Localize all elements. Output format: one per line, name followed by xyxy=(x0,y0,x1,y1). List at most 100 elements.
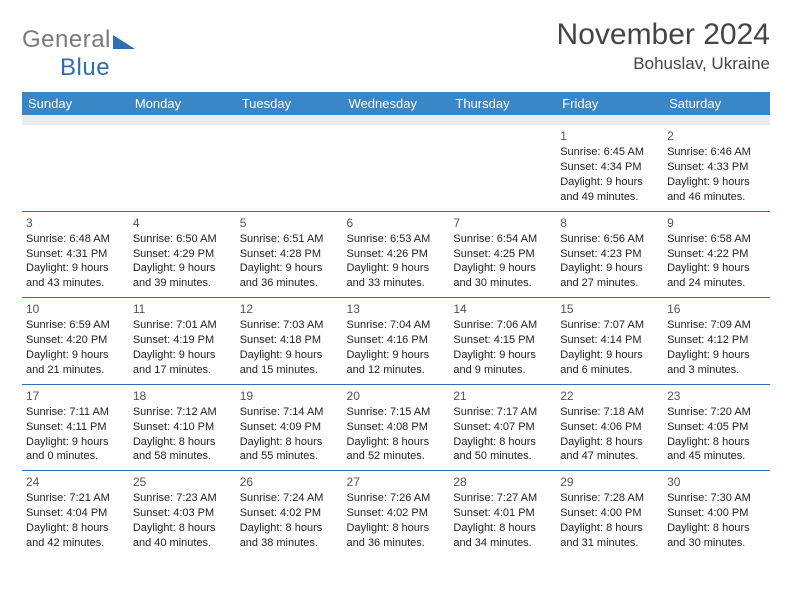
daylight-line: Daylight: 9 hours and 15 minutes. xyxy=(240,348,339,378)
calendar-cell xyxy=(22,125,129,211)
day-header: Saturday xyxy=(663,92,770,115)
sunrise-line: Sunrise: 7:30 AM xyxy=(667,491,766,506)
daylight-line: Daylight: 9 hours and 3 minutes. xyxy=(667,348,766,378)
daylight-line: Daylight: 8 hours and 30 minutes. xyxy=(667,521,766,551)
sunrise-line: Sunrise: 7:14 AM xyxy=(240,405,339,420)
sunset-line: Sunset: 4:10 PM xyxy=(133,420,232,435)
day-header: Friday xyxy=(556,92,663,115)
calendar-cell: 18Sunrise: 7:12 AMSunset: 4:10 PMDayligh… xyxy=(129,384,236,471)
calendar-cell xyxy=(236,125,343,211)
daylight-line: Daylight: 9 hours and 30 minutes. xyxy=(453,261,552,291)
sunrise-line: Sunrise: 7:21 AM xyxy=(26,491,125,506)
day-number: 1 xyxy=(560,128,659,144)
daylight-line: Daylight: 8 hours and 47 minutes. xyxy=(560,435,659,465)
day-number: 19 xyxy=(240,388,339,404)
sunrise-line: Sunrise: 6:51 AM xyxy=(240,232,339,247)
daylight-line: Daylight: 9 hours and 43 minutes. xyxy=(26,261,125,291)
sunrise-line: Sunrise: 7:23 AM xyxy=(133,491,232,506)
sunrise-line: Sunrise: 7:06 AM xyxy=(453,318,552,333)
sunset-line: Sunset: 4:06 PM xyxy=(560,420,659,435)
day-header: Tuesday xyxy=(236,92,343,115)
daylight-line: Daylight: 9 hours and 46 minutes. xyxy=(667,175,766,205)
sunset-line: Sunset: 4:14 PM xyxy=(560,333,659,348)
sunset-line: Sunset: 4:01 PM xyxy=(453,506,552,521)
sunset-line: Sunset: 4:11 PM xyxy=(26,420,125,435)
sunset-line: Sunset: 4:09 PM xyxy=(240,420,339,435)
daylight-line: Daylight: 9 hours and 33 minutes. xyxy=(347,261,446,291)
sunrise-line: Sunrise: 6:48 AM xyxy=(26,232,125,247)
daylight-line: Daylight: 9 hours and 36 minutes. xyxy=(240,261,339,291)
day-number: 17 xyxy=(26,388,125,404)
daylight-line: Daylight: 9 hours and 12 minutes. xyxy=(347,348,446,378)
calendar-cell: 30Sunrise: 7:30 AMSunset: 4:00 PMDayligh… xyxy=(663,471,770,557)
sunrise-line: Sunrise: 6:46 AM xyxy=(667,145,766,160)
calendar-cell: 10Sunrise: 6:59 AMSunset: 4:20 PMDayligh… xyxy=(22,298,129,385)
daylight-line: Daylight: 8 hours and 34 minutes. xyxy=(453,521,552,551)
daylight-line: Daylight: 8 hours and 38 minutes. xyxy=(240,521,339,551)
day-number: 27 xyxy=(347,474,446,490)
month-title: November 2024 xyxy=(557,18,770,52)
daylight-line: Daylight: 9 hours and 21 minutes. xyxy=(26,348,125,378)
calendar-week: 24Sunrise: 7:21 AMSunset: 4:04 PMDayligh… xyxy=(22,471,770,557)
day-number: 24 xyxy=(26,474,125,490)
daylight-line: Daylight: 8 hours and 31 minutes. xyxy=(560,521,659,551)
day-header: Sunday xyxy=(22,92,129,115)
sunset-line: Sunset: 4:15 PM xyxy=(453,333,552,348)
logo-text-blue: Blue xyxy=(60,54,110,81)
day-header-row: Sunday Monday Tuesday Wednesday Thursday… xyxy=(22,92,770,115)
sunrise-line: Sunrise: 7:15 AM xyxy=(347,405,446,420)
sunrise-line: Sunrise: 7:24 AM xyxy=(240,491,339,506)
sunset-line: Sunset: 4:12 PM xyxy=(667,333,766,348)
sunset-line: Sunset: 4:29 PM xyxy=(133,247,232,262)
calendar-cell: 23Sunrise: 7:20 AMSunset: 4:05 PMDayligh… xyxy=(663,384,770,471)
sunrise-line: Sunrise: 7:17 AM xyxy=(453,405,552,420)
sunrise-line: Sunrise: 7:20 AM xyxy=(667,405,766,420)
sunrise-line: Sunrise: 7:18 AM xyxy=(560,405,659,420)
calendar-cell: 1Sunrise: 6:45 AMSunset: 4:34 PMDaylight… xyxy=(556,125,663,211)
day-number: 8 xyxy=(560,215,659,231)
calendar-cell: 8Sunrise: 6:56 AMSunset: 4:23 PMDaylight… xyxy=(556,211,663,298)
day-number: 15 xyxy=(560,301,659,317)
calendar-cell: 20Sunrise: 7:15 AMSunset: 4:08 PMDayligh… xyxy=(343,384,450,471)
sunset-line: Sunset: 4:31 PM xyxy=(26,247,125,262)
calendar-cell: 6Sunrise: 6:53 AMSunset: 4:26 PMDaylight… xyxy=(343,211,450,298)
sunrise-line: Sunrise: 7:03 AM xyxy=(240,318,339,333)
day-number: 30 xyxy=(667,474,766,490)
sunset-line: Sunset: 4:23 PM xyxy=(560,247,659,262)
sunset-line: Sunset: 4:02 PM xyxy=(347,506,446,521)
sunset-line: Sunset: 4:18 PM xyxy=(240,333,339,348)
day-number: 13 xyxy=(347,301,446,317)
location: Bohuslav, Ukraine xyxy=(557,54,770,74)
day-header: Thursday xyxy=(449,92,556,115)
sunset-line: Sunset: 4:26 PM xyxy=(347,247,446,262)
daylight-line: Daylight: 8 hours and 40 minutes. xyxy=(133,521,232,551)
sunrise-line: Sunrise: 7:04 AM xyxy=(347,318,446,333)
calendar-cell: 27Sunrise: 7:26 AMSunset: 4:02 PMDayligh… xyxy=(343,471,450,557)
day-number: 4 xyxy=(133,215,232,231)
calendar-cell: 26Sunrise: 7:24 AMSunset: 4:02 PMDayligh… xyxy=(236,471,343,557)
day-number: 3 xyxy=(26,215,125,231)
daylight-line: Daylight: 9 hours and 49 minutes. xyxy=(560,175,659,205)
calendar-cell: 12Sunrise: 7:03 AMSunset: 4:18 PMDayligh… xyxy=(236,298,343,385)
sunrise-line: Sunrise: 6:45 AM xyxy=(560,145,659,160)
calendar-cell: 13Sunrise: 7:04 AMSunset: 4:16 PMDayligh… xyxy=(343,298,450,385)
sunset-line: Sunset: 4:28 PM xyxy=(240,247,339,262)
day-number: 21 xyxy=(453,388,552,404)
day-number: 11 xyxy=(133,301,232,317)
sunset-line: Sunset: 4:00 PM xyxy=(667,506,766,521)
calendar-cell: 4Sunrise: 6:50 AMSunset: 4:29 PMDaylight… xyxy=(129,211,236,298)
sunrise-line: Sunrise: 6:53 AM xyxy=(347,232,446,247)
day-number: 2 xyxy=(667,128,766,144)
calendar-cell xyxy=(343,125,450,211)
sunrise-line: Sunrise: 7:12 AM xyxy=(133,405,232,420)
sunrise-line: Sunrise: 6:59 AM xyxy=(26,318,125,333)
calendar-cell: 15Sunrise: 7:07 AMSunset: 4:14 PMDayligh… xyxy=(556,298,663,385)
calendar-cell: 24Sunrise: 7:21 AMSunset: 4:04 PMDayligh… xyxy=(22,471,129,557)
day-number: 5 xyxy=(240,215,339,231)
triangle-icon xyxy=(113,35,135,49)
sunrise-line: Sunrise: 7:26 AM xyxy=(347,491,446,506)
calendar-week: 3Sunrise: 6:48 AMSunset: 4:31 PMDaylight… xyxy=(22,211,770,298)
sunrise-line: Sunrise: 6:56 AM xyxy=(560,232,659,247)
calendar-week: 17Sunrise: 7:11 AMSunset: 4:11 PMDayligh… xyxy=(22,384,770,471)
daylight-line: Daylight: 9 hours and 9 minutes. xyxy=(453,348,552,378)
